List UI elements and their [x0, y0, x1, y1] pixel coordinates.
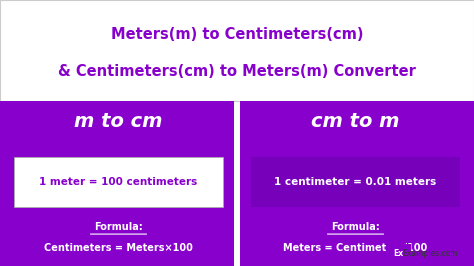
Text: 1 centimeter = 0.01 meters: 1 centimeter = 0.01 meters: [274, 177, 437, 187]
FancyBboxPatch shape: [0, 0, 474, 101]
Text: Ex: Ex: [393, 249, 404, 258]
Text: Examples.com: Examples.com: [402, 249, 458, 258]
FancyBboxPatch shape: [14, 157, 223, 207]
FancyBboxPatch shape: [240, 101, 474, 266]
Text: & Centimeters(cm) to Meters(m) Converter: & Centimeters(cm) to Meters(m) Converter: [58, 64, 416, 79]
Text: 1 meter = 100 centimeters: 1 meter = 100 centimeters: [39, 177, 198, 187]
Text: Meters = Centimeters/100: Meters = Centimeters/100: [283, 243, 428, 253]
Text: Meters(m) to Centimeters(cm): Meters(m) to Centimeters(cm): [111, 27, 363, 42]
FancyBboxPatch shape: [386, 244, 411, 264]
Text: Centimeters = Meters×100: Centimeters = Meters×100: [44, 243, 193, 253]
Text: Formula:: Formula:: [94, 222, 143, 232]
Text: Formula:: Formula:: [331, 222, 380, 232]
FancyBboxPatch shape: [251, 157, 460, 207]
FancyBboxPatch shape: [0, 101, 234, 266]
Text: m to cm: m to cm: [74, 111, 163, 131]
Text: cm to m: cm to m: [311, 111, 400, 131]
